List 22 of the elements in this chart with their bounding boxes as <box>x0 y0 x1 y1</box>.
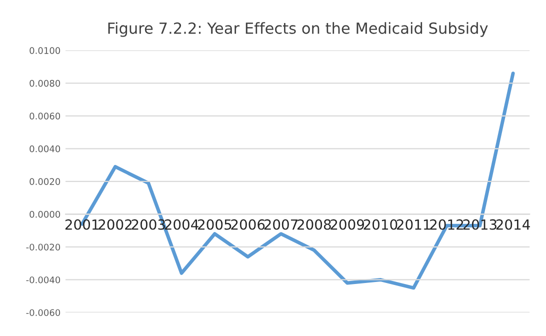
x-tick-label: 2006 <box>231 219 265 230</box>
y-tick-label: -0.0060 <box>26 309 60 316</box>
x-tick-label: 2004 <box>164 219 198 230</box>
x-tick-label: 2005 <box>198 219 232 230</box>
y-tick-label: 0.0060 <box>30 112 60 120</box>
chart-title: Figure 7.2.2: Year Effects on the Medicaid Subsidy <box>108 22 488 37</box>
y-tick-label: -0.0020 <box>26 244 60 251</box>
y-tick-label: 0.0080 <box>30 80 60 87</box>
x-tick-label: 2002 <box>98 219 132 230</box>
y-tick-label: -0.0040 <box>26 276 60 284</box>
x-tick-label: 2008 <box>297 219 331 230</box>
y-tick-label: 0.0100 <box>30 47 60 54</box>
x-tick-label: 2010 <box>364 219 398 230</box>
y-tick-label: 0.0040 <box>30 145 60 152</box>
x-tick-label: 2007 <box>264 219 298 230</box>
y-tick-label: 0.0020 <box>30 178 60 185</box>
x-tick-label: 2011 <box>396 219 430 230</box>
x-tick-label: 2014 <box>496 219 530 230</box>
y-tick-label: 0.0000 <box>30 210 60 218</box>
x-tick-label: 2012 <box>430 219 464 230</box>
x-tick-label: 2001 <box>65 219 98 230</box>
x-tick-label: 2009 <box>330 219 364 230</box>
